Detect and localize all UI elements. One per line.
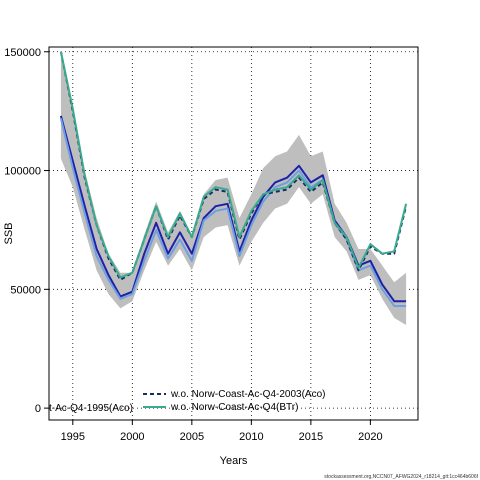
x-tick-label-3: 2010 [239, 431, 263, 443]
legend: t-Ac-Q4-1995(Aco) w.o. Norw-Coast-Ac-Q4-2… [49, 389, 326, 414]
axis-ticks: 1995 2000 2005 2010 2015 2020 0 50000 100000 1500… [4, 47, 382, 443]
confidence-band [60, 51, 407, 325]
x-axis-title: Years [220, 455, 248, 467]
series-lines-layer [59, 51, 408, 307]
y-tick-label-1: 50000 [10, 284, 41, 296]
series-line-3 [59, 51, 408, 279]
plot-frame [48, 46, 419, 421]
y-tick-label-2: 100000 [4, 166, 41, 178]
x-tick-label-2: 2005 [180, 431, 204, 443]
grid-lines [49, 47, 418, 420]
y-tick-label-3: 150000 [4, 47, 41, 59]
y-axis-title: SSB [3, 222, 15, 244]
x-tick-label-5: 2020 [358, 431, 382, 443]
footer-note: stockassessment.org,NCCN07_AFWG2024_r182… [324, 474, 478, 480]
confidence-band-layer [60, 51, 407, 325]
legend-label-1: w.o. Norw-Coast-Ac-Q4-2003(Aco) [170, 389, 326, 400]
y-tick-label-0: 0 [35, 403, 41, 415]
x-tick-label-4: 2015 [299, 431, 323, 443]
x-tick-label-1: 2000 [120, 431, 144, 443]
legend-label-0: t-Ac-Q4-1995(Aco) [49, 403, 133, 414]
x-tick-label-0: 1995 [61, 431, 85, 443]
legend-label-2: w.o. Norw-Coast-Ac-Q4(BTr) [170, 402, 298, 413]
